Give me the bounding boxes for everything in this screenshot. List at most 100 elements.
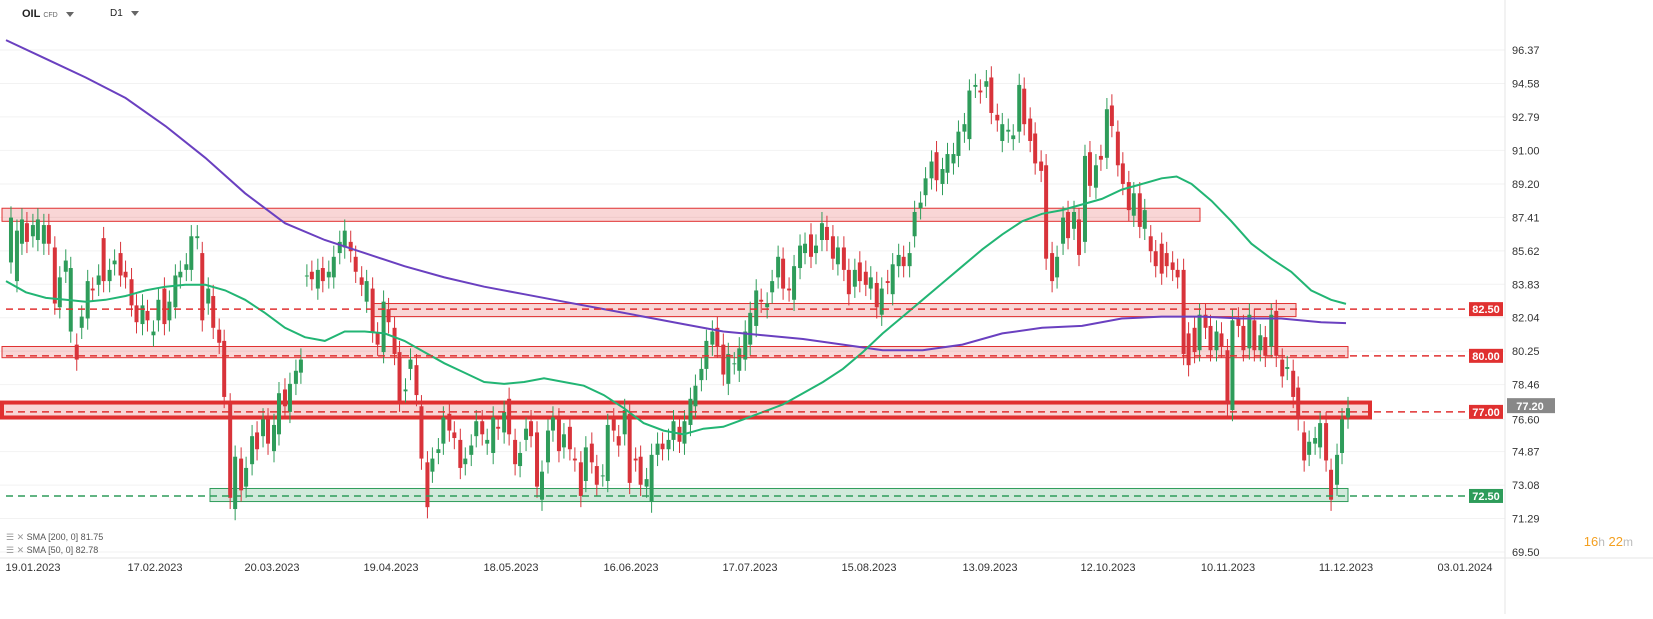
candle-body [671,421,676,440]
candle-body [962,124,967,132]
symbol-selector[interactable]: OIL CFD [22,8,74,20]
legend-sma200-label: SMA [200, 0] 81.75 [26,532,104,542]
x-tick-label: 17.07.2023 [722,562,777,574]
y-tick-label: 85.62 [1512,246,1540,258]
candle-body [754,290,759,326]
chevron-down-icon [65,11,74,17]
candle-body [447,413,452,431]
countdown-hours-unit: h [1598,535,1605,549]
candle-body [929,161,934,179]
candle-body [414,365,419,396]
candle-body [868,277,873,289]
candle-body [830,236,835,259]
y-tick-label: 80.25 [1512,346,1540,358]
y-tick-label: 76.60 [1512,414,1540,426]
candle-body [1192,327,1197,353]
y-tick-label: 92.79 [1512,112,1540,124]
candle-body [1109,105,1114,127]
candle-body [1236,318,1241,326]
candle-body [1274,310,1279,356]
candle-body [134,305,139,323]
candle-body [835,247,840,265]
candle-body [1148,236,1153,252]
candle-body [206,288,211,304]
sma200-line [5,39,1347,352]
candle-body [682,421,687,444]
candle-body [1115,131,1120,166]
candle-body [151,331,156,336]
legend-sma200[interactable]: ☰ ✕ SMA [200, 0] 81.75 [6,532,103,543]
close-icon[interactable]: ✕ [16,532,25,542]
candle-body [1197,314,1202,351]
candle-body [655,443,660,455]
y-tick-label: 74.87 [1512,447,1540,459]
candle-body [46,225,51,244]
candle-body [710,331,715,345]
candle-body [52,247,57,304]
indicator-settings-icon[interactable]: ☰ [6,532,15,542]
candle-body [874,282,879,308]
zone-rect [1,207,1201,222]
candle-body [721,344,726,375]
candle-body [375,333,380,345]
y-tick-label: 94.58 [1512,78,1540,90]
x-tick-label: 19.01.2023 [5,562,60,574]
candle-body [167,301,172,321]
candle-body [1061,217,1066,244]
legend-sma50[interactable]: ☰ ✕ SMA [50, 0] 82.78 [6,545,98,556]
candle-body [770,281,775,293]
candle-body [1098,155,1103,160]
candle-body [885,281,890,283]
y-tick-label: 78.46 [1512,380,1540,392]
interval-selector[interactable]: D1 [110,8,139,19]
candle-body [304,275,309,277]
candle-body [594,466,599,485]
candle-body [1175,269,1180,278]
candle-body [287,383,292,412]
candle-body [863,271,868,285]
candle-body [63,260,68,272]
candle-body [540,471,545,500]
candle-body [298,359,303,373]
candle-body [857,262,862,282]
chevron-down-icon [130,10,139,16]
candle-body [1017,84,1022,132]
candle-body [956,131,961,156]
candle-body [228,404,233,498]
candle-body [392,327,397,354]
candle-body [912,211,917,237]
candle-body [660,443,665,450]
candle-body [1302,432,1307,461]
candle-body [989,77,994,113]
candle-body [918,202,923,209]
candle-body [129,279,134,306]
countdown-minutes-unit: m [1623,535,1633,549]
candle-body [140,305,145,325]
x-tick-label: 03.01.2024 [1437,562,1492,574]
candle-body [803,243,808,254]
candle-body [1307,441,1312,455]
interval-label: D1 [110,8,123,19]
candle-body [211,296,216,328]
y-tick-label: 69.50 [1512,547,1540,559]
candle-body [644,479,649,487]
candle-body [282,389,287,407]
close-icon[interactable]: ✕ [16,545,25,555]
candle-body [469,445,474,455]
candle-body [633,458,638,461]
candle-body [1181,269,1186,354]
candle-body [879,288,884,315]
candle-body [57,277,62,308]
indicator-settings-icon[interactable]: ☰ [6,545,15,555]
candle-body [1153,251,1158,267]
candle-body [1263,337,1268,356]
countdown-minutes: 22 [1608,534,1623,549]
candle-body [715,327,720,347]
legend-sma50-label: SMA [50, 0] 82.78 [26,545,99,555]
candle-body [1072,211,1077,229]
candle-body [896,254,901,267]
candle-body [545,430,550,463]
candle-body [502,411,507,433]
